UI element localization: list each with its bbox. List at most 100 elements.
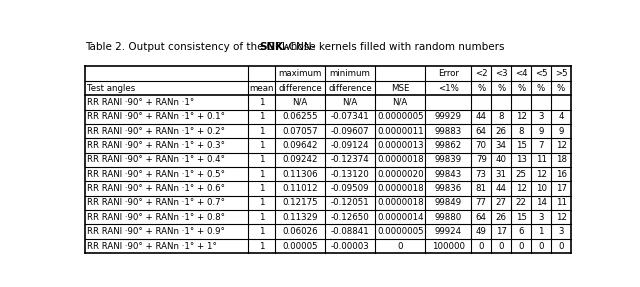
Text: 0: 0 [558, 242, 564, 251]
Text: >5: >5 [555, 69, 568, 78]
Text: 99849: 99849 [435, 198, 462, 208]
Text: 0.09642: 0.09642 [282, 141, 317, 150]
Text: whose kernels filled with random numbers: whose kernels filled with random numbers [280, 42, 505, 52]
Text: 1: 1 [259, 198, 264, 208]
Text: %: % [497, 84, 506, 92]
Text: RR RANl ·90° + RANn ·1° + 0.8°: RR RANl ·90° + RANn ·1° + 0.8° [87, 213, 225, 222]
Text: 17: 17 [556, 184, 566, 193]
Text: N/A: N/A [292, 98, 307, 107]
Text: 77: 77 [476, 198, 487, 208]
Text: 1: 1 [259, 141, 264, 150]
Text: 4: 4 [558, 112, 564, 121]
Text: RR RANl ·90° + RANn ·1° + 0.3°: RR RANl ·90° + RANn ·1° + 0.3° [87, 141, 225, 150]
Text: -0.12051: -0.12051 [331, 198, 369, 208]
Text: minimum: minimum [330, 69, 371, 78]
Text: maximum: maximum [278, 69, 321, 78]
Text: -0.09509: -0.09509 [331, 184, 369, 193]
Text: 1: 1 [259, 127, 264, 136]
Text: 0.12175: 0.12175 [282, 198, 317, 208]
Text: 49: 49 [476, 227, 486, 236]
Text: 0.0000005: 0.0000005 [377, 227, 424, 236]
Text: <4: <4 [515, 69, 527, 78]
Text: 0.0000020: 0.0000020 [377, 170, 424, 179]
Text: 0.0000018: 0.0000018 [377, 184, 424, 193]
Text: 99924: 99924 [435, 227, 462, 236]
Text: -0.12374: -0.12374 [331, 155, 369, 164]
Text: 17: 17 [496, 227, 507, 236]
Text: -0.07341: -0.07341 [331, 112, 369, 121]
Text: MSE: MSE [391, 84, 410, 92]
Text: 99839: 99839 [435, 155, 462, 164]
Text: 0.00005: 0.00005 [282, 242, 317, 251]
Text: 0.0000011: 0.0000011 [377, 127, 424, 136]
Text: 3: 3 [558, 227, 564, 236]
Text: %: % [557, 84, 565, 92]
Text: 15: 15 [516, 213, 527, 222]
Text: 0.06255: 0.06255 [282, 112, 317, 121]
Text: 0: 0 [397, 242, 403, 251]
Text: 26: 26 [496, 213, 507, 222]
Text: 1: 1 [259, 112, 264, 121]
Text: 9: 9 [538, 127, 544, 136]
Text: 12: 12 [556, 141, 566, 150]
Text: 10: 10 [536, 184, 547, 193]
Text: 1: 1 [259, 227, 264, 236]
Text: 8: 8 [518, 127, 524, 136]
Text: %: % [537, 84, 545, 92]
Text: 1: 1 [538, 227, 544, 236]
Text: 18: 18 [556, 155, 566, 164]
Text: 40: 40 [496, 155, 507, 164]
Text: 0.11329: 0.11329 [282, 213, 317, 222]
Text: 9: 9 [558, 127, 564, 136]
Text: Test angles: Test angles [87, 84, 135, 92]
Text: 25: 25 [516, 170, 527, 179]
Text: RR RANl ·90° + RANn ·1° + 0.2°: RR RANl ·90° + RANn ·1° + 0.2° [87, 127, 225, 136]
Text: 16: 16 [556, 170, 566, 179]
Text: 100000: 100000 [432, 242, 465, 251]
Text: 7: 7 [538, 141, 544, 150]
Text: 0.11306: 0.11306 [282, 170, 317, 179]
Text: -0.00003: -0.00003 [331, 242, 369, 251]
Text: 13: 13 [516, 155, 527, 164]
Text: RR RANl ·90° + RANn ·1° + 0.1°: RR RANl ·90° + RANn ·1° + 0.1° [87, 112, 225, 121]
Text: Table 2. Output consistency of the GRI-CNN-: Table 2. Output consistency of the GRI-C… [85, 42, 316, 52]
Text: -0.09124: -0.09124 [331, 141, 369, 150]
Text: 81: 81 [476, 184, 487, 193]
Text: Error: Error [438, 69, 459, 78]
Text: 70: 70 [476, 141, 487, 150]
Text: 79: 79 [476, 155, 486, 164]
Text: 0.0000005: 0.0000005 [377, 112, 424, 121]
Text: -0.12650: -0.12650 [331, 213, 369, 222]
Text: 22: 22 [516, 198, 527, 208]
Text: 44: 44 [476, 112, 487, 121]
Text: SNK: SNK [260, 42, 284, 52]
Text: <3: <3 [495, 69, 508, 78]
Text: RR RANl ·90° + RANn ·1° + 0.5°: RR RANl ·90° + RANn ·1° + 0.5° [87, 170, 225, 179]
Text: 12: 12 [556, 213, 566, 222]
Text: %: % [517, 84, 525, 92]
Text: 0: 0 [538, 242, 544, 251]
Text: 99883: 99883 [435, 127, 462, 136]
Text: 12: 12 [536, 170, 547, 179]
Text: 64: 64 [476, 127, 487, 136]
Text: 3: 3 [538, 213, 544, 222]
Text: <5: <5 [535, 69, 547, 78]
Text: 44: 44 [496, 184, 507, 193]
Text: 1: 1 [259, 242, 264, 251]
Text: 0.09242: 0.09242 [282, 155, 317, 164]
Text: -0.09607: -0.09607 [331, 127, 369, 136]
Text: 1: 1 [259, 170, 264, 179]
Text: 34: 34 [496, 141, 507, 150]
Text: 11: 11 [536, 155, 547, 164]
Text: RR RANl ·90° + RANn ·1°: RR RANl ·90° + RANn ·1° [87, 98, 194, 107]
Text: difference: difference [328, 84, 372, 92]
Text: RR RANl ·90° + RANn ·1° + 0.9°: RR RANl ·90° + RANn ·1° + 0.9° [87, 227, 225, 236]
Text: RR RANl ·90° + RANn ·1° + 0.6°: RR RANl ·90° + RANn ·1° + 0.6° [87, 184, 225, 193]
Text: N/A: N/A [342, 98, 358, 107]
Text: 99836: 99836 [435, 184, 462, 193]
Text: 99880: 99880 [435, 213, 462, 222]
Text: <1%: <1% [438, 84, 459, 92]
Text: difference: difference [278, 84, 322, 92]
Text: 64: 64 [476, 213, 487, 222]
Text: <2: <2 [475, 69, 488, 78]
